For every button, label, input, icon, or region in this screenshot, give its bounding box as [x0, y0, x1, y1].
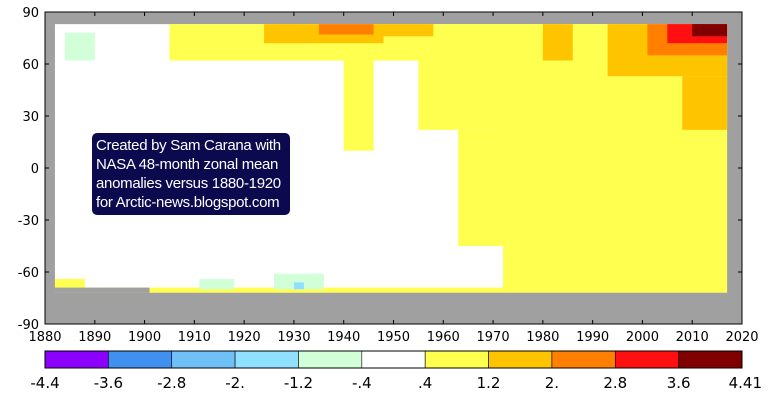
anomaly-cell: [343, 60, 374, 151]
colorbar: -4.4 -3.6 -2.8 -2. -1.2 -.4 .4 1.2 2. 2.8 3.6 4.41: [30, 350, 762, 392]
y-tick-label: -90: [18, 318, 39, 333]
y-tick-label: 90: [22, 6, 39, 21]
missing-data-cell: [54, 287, 150, 293]
colorbar-swatch: [678, 350, 743, 369]
colorbar-label: -.4: [352, 374, 372, 392]
x-tick-label: 1990: [576, 330, 609, 345]
anomaly-cell: [458, 129, 504, 246]
colorbar-swatch: [234, 350, 299, 369]
x-tick-label: 1980: [526, 330, 559, 345]
x-tick-label: 1910: [178, 330, 211, 345]
anomaly-cell: [54, 287, 728, 293]
x-tick-label: 1900: [128, 330, 161, 345]
colorbar-label: 4.41: [729, 374, 762, 392]
x-tick-label: 1950: [377, 330, 410, 345]
annotation-line: NASA 48-month zonal mean: [96, 156, 279, 173]
anomaly-cell: [293, 282, 304, 290]
missing-data-cell: [54, 292, 728, 324]
x-tick-label: 2010: [676, 330, 709, 345]
annotation-line: for Arctic-news.blogspot.com: [96, 194, 280, 211]
colorbar-label: 1.2: [477, 374, 501, 392]
anomaly-cell: [54, 278, 85, 288]
anomaly-cell: [199, 278, 235, 290]
y-tick-label: -60: [18, 266, 39, 281]
x-tick-label: 2020: [725, 330, 758, 345]
anomaly-cell: [64, 32, 95, 61]
colorbar-swatch: [171, 350, 236, 369]
y-tick-label: -30: [18, 214, 39, 229]
colorbar-swatch: [108, 350, 173, 369]
colorbar-label: -1.2: [284, 374, 313, 392]
y-tick-label: 30: [22, 110, 39, 125]
annotation-line: anomalies versus 1880-1920: [96, 175, 281, 192]
heatmap-plot-area: [45, 12, 742, 324]
colorbar-label: 2.8: [603, 374, 627, 392]
colorbar-swatch: [551, 350, 616, 369]
x-tick-label: 1960: [427, 330, 460, 345]
anomaly-cell: [682, 76, 728, 130]
anomaly-cell: [418, 60, 504, 130]
anomaly-cell: [274, 273, 324, 290]
y-tick-label: 0: [31, 162, 39, 177]
colorbar-label: .4: [418, 374, 432, 392]
colorbar-frame: [44, 350, 743, 369]
colorbar-label: -4.4: [30, 374, 59, 392]
y-tick-label: 60: [22, 58, 39, 73]
anomaly-cell: [542, 24, 573, 61]
colorbar-swatch: [361, 350, 426, 369]
colorbar-label: -3.6: [94, 374, 123, 392]
anomaly-cell: [692, 24, 728, 37]
colorbar-label: 3.6: [667, 374, 691, 392]
colorbar-swatch: [614, 350, 679, 369]
x-tick-label: 1880: [28, 330, 61, 345]
colorbar-swatch: [488, 350, 553, 369]
anomaly-cell: [318, 24, 374, 35]
x-tick-label: 2000: [626, 330, 659, 345]
x-tick-label: 1940: [327, 330, 360, 345]
colorbar-swatch: [44, 350, 109, 369]
colorbar-label: 2.: [545, 374, 559, 392]
x-tick-label: 1890: [78, 330, 111, 345]
colorbar-swatch: [298, 350, 363, 369]
x-tick-label: 1970: [477, 330, 510, 345]
colorbar-label: -2.8: [157, 374, 186, 392]
axes: 1880 1890 1900 1910 1920 1930 1940 1950 1960 1970…: [18, 6, 759, 345]
anomaly-cell: [378, 24, 434, 37]
colorbar-swatch: [424, 350, 489, 369]
x-tick-label: 1930: [277, 330, 310, 345]
credit-annotation: Created by Sam Carana with NASA 48-month…: [92, 133, 290, 215]
annotation-line: Created by Sam Carana with: [96, 137, 281, 154]
x-tick-label: 1920: [228, 330, 261, 345]
colorbar-label: -2.: [225, 374, 245, 392]
